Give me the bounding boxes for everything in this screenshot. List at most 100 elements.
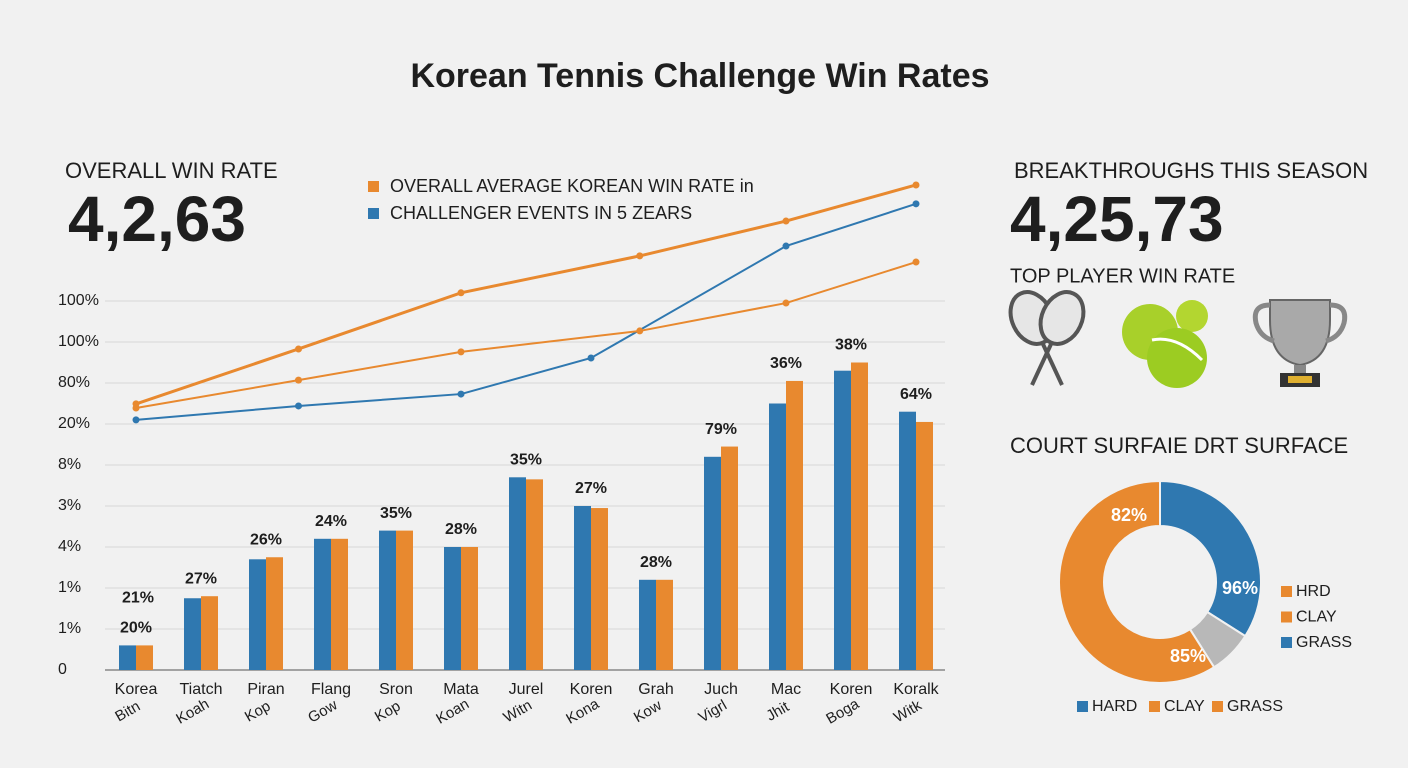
bar <box>184 598 201 670</box>
legend-swatch <box>1149 701 1160 712</box>
bar <box>769 403 786 670</box>
bar-label: 27% <box>575 480 607 497</box>
annotation: 21% <box>122 590 154 607</box>
bar-label: 28% <box>640 554 672 571</box>
x-tick-label: Grah <box>638 681 674 698</box>
x-tick-label: Mac <box>771 681 801 698</box>
line-point <box>782 217 790 225</box>
line-point <box>295 376 302 384</box>
legend-swatch <box>1212 701 1223 712</box>
line-point <box>636 252 644 260</box>
bar <box>639 579 656 670</box>
line-point <box>132 416 140 424</box>
slice-label: 85% <box>1170 646 1206 666</box>
bar <box>899 411 916 670</box>
trophy-icon <box>1252 299 1348 387</box>
line-point <box>295 402 302 410</box>
x-tick-label: Mata <box>443 681 479 698</box>
line-point <box>912 258 920 266</box>
legend-label: GRASS <box>1296 634 1352 651</box>
line <box>135 183 917 406</box>
line-point <box>636 327 644 335</box>
balls-icon <box>1122 300 1208 388</box>
x-tick-label: Tiatch <box>180 681 223 698</box>
donut-slice <box>1159 479 1262 638</box>
bar <box>721 446 738 670</box>
x-tick-label: Koralk <box>893 681 939 698</box>
line-point <box>587 354 595 362</box>
x-tick-label: Flang <box>311 681 351 698</box>
x-tick-label: Piran <box>247 681 284 698</box>
line-point <box>132 404 140 412</box>
slice-label: 82% <box>1111 505 1147 525</box>
bar <box>201 596 218 670</box>
bar <box>656 579 673 670</box>
bar <box>851 362 868 670</box>
legend-label: CLAY <box>1296 609 1337 626</box>
legend-label: HARD <box>1092 698 1137 715</box>
legend-label: CHALLENGER EVENTS IN 5 ZEARS <box>390 203 692 223</box>
bar <box>396 530 413 670</box>
bar <box>444 547 461 670</box>
bar-label: 36% <box>770 355 802 372</box>
bar-label: 26% <box>250 531 282 548</box>
racket-icon <box>1008 290 1086 386</box>
y-tick-label: 1% <box>58 620 81 637</box>
bar <box>574 506 591 670</box>
page-title: Korean Tennis Challenge Win Rates <box>410 57 989 95</box>
bar <box>136 645 153 670</box>
bar <box>526 479 543 670</box>
bar-label: 64% <box>900 386 932 403</box>
legend-label: CLAY <box>1164 698 1205 715</box>
legend-swatch <box>1281 611 1292 623</box>
bar-label: 20% <box>120 620 152 637</box>
line-point <box>457 289 465 297</box>
x-tick-label: Jurel <box>509 681 544 698</box>
y-tick-label: 20% <box>58 415 90 432</box>
line-point <box>912 181 920 189</box>
y-tick-label: 4% <box>58 538 81 555</box>
y-tick-label: 1% <box>58 579 81 596</box>
line-point <box>782 242 790 250</box>
kpi-label: BREAKTHROUGHS THIS SEASON <box>1014 158 1368 183</box>
bar <box>249 559 266 670</box>
legend-swatch <box>1077 701 1088 712</box>
line-point <box>295 345 302 353</box>
legend-label: GRASS <box>1227 698 1283 715</box>
line-point <box>782 299 790 307</box>
x-tick-label: Korea <box>115 681 158 698</box>
kpi-value: 4,25,73 <box>1010 183 1224 255</box>
bar-label: 27% <box>185 570 217 587</box>
legend-label: OVERALL AVERAGE KOREAN WIN RATE in <box>390 176 754 196</box>
line-point <box>912 200 920 208</box>
donut-title: COURT SURFAIE DRT SURFACE <box>1010 433 1348 458</box>
bar-label: 24% <box>315 513 347 530</box>
x-tick-label: Juch <box>704 681 738 698</box>
bar <box>591 508 608 670</box>
bar <box>379 530 396 670</box>
donut-slice <box>1058 479 1216 684</box>
bar <box>331 538 348 670</box>
bar <box>314 538 331 670</box>
bar <box>119 645 136 670</box>
bar-label: 38% <box>835 337 867 354</box>
icons-label: TOP PLAYER WIN RATE <box>1010 265 1235 287</box>
x-tick-label: Sron <box>379 681 413 698</box>
y-tick-label: 8% <box>58 456 81 473</box>
line-point <box>457 348 465 356</box>
slice-label: 96% <box>1222 578 1258 598</box>
y-tick-label: 100% <box>58 292 99 309</box>
bar <box>916 421 933 670</box>
legend-swatch <box>368 181 379 192</box>
y-tick-label: 3% <box>58 497 81 514</box>
bar-label: 35% <box>380 505 412 522</box>
bar <box>461 547 478 670</box>
legend-swatch <box>1281 637 1292 648</box>
bar <box>266 557 283 670</box>
bar <box>786 380 803 670</box>
bar <box>509 477 526 670</box>
x-tick-label: Koren <box>830 681 873 698</box>
line-point <box>457 390 465 398</box>
line <box>135 261 917 409</box>
